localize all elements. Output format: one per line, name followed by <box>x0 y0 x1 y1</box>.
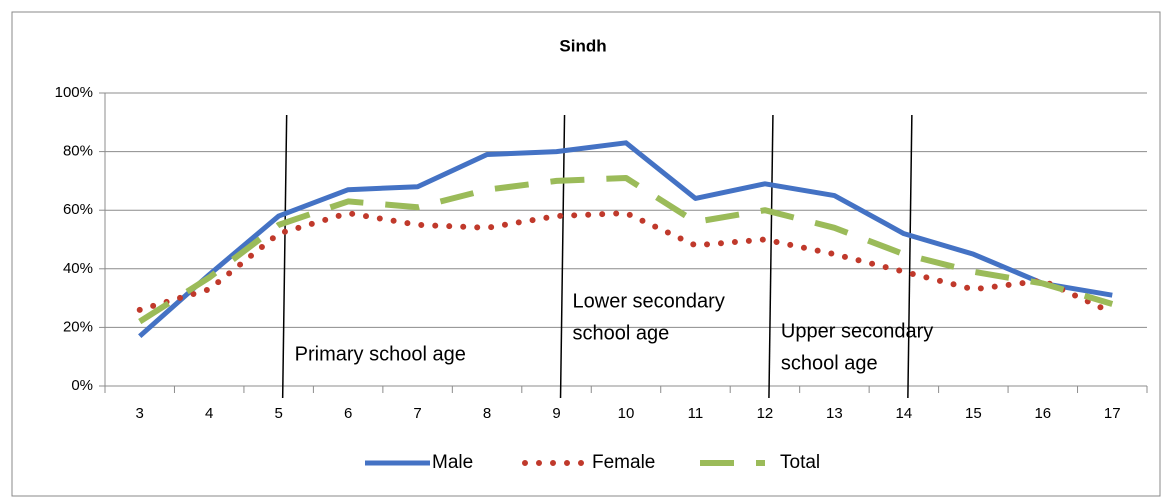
x-tick-label: 4 <box>205 405 213 422</box>
x-tick-label: 17 <box>1104 405 1121 422</box>
annotation-text: school age <box>781 352 878 374</box>
x-tick-label: 12 <box>757 405 774 422</box>
x-tick-label: 3 <box>136 405 144 422</box>
x-tick-label: 10 <box>618 405 635 422</box>
x-tick-label: 5 <box>274 405 282 422</box>
annotation-text: Lower secondary <box>573 290 725 312</box>
chart-frame <box>11 11 1161 497</box>
annotation-line <box>281 114 288 399</box>
x-tick-label: 15 <box>965 405 982 422</box>
y-tick-label: 100% <box>55 84 93 101</box>
y-tick-label: 60% <box>63 201 93 218</box>
x-tick-label: 6 <box>344 405 352 422</box>
annotation-text: Primary school age <box>295 343 466 365</box>
y-tick-label: 80% <box>63 143 93 160</box>
annotation-text: school age <box>573 322 670 344</box>
legend-label: Total <box>780 452 820 473</box>
chart-title: Sindh <box>559 36 606 55</box>
series-line <box>138 140 1113 339</box>
x-tick-label: 13 <box>826 405 843 422</box>
series-line <box>138 174 1114 325</box>
x-tick-label: 14 <box>896 405 913 422</box>
y-tick-label: 40% <box>63 260 93 277</box>
annotation-line <box>907 114 913 399</box>
annotation-line <box>768 114 774 399</box>
annotation-text: Upper secondary <box>781 320 933 342</box>
y-tick-label: 20% <box>63 318 93 335</box>
x-tick-label: 11 <box>688 405 704 422</box>
x-tick-label: 16 <box>1034 405 1051 422</box>
x-tick-label: 9 <box>552 405 560 422</box>
x-tick-label: 8 <box>483 405 491 422</box>
y-tick-label: 0% <box>71 377 93 394</box>
annotation-line <box>559 114 566 399</box>
x-tick-label: 7 <box>413 405 421 422</box>
legend-label: Female <box>592 452 655 473</box>
legend-label: Male <box>432 452 473 473</box>
